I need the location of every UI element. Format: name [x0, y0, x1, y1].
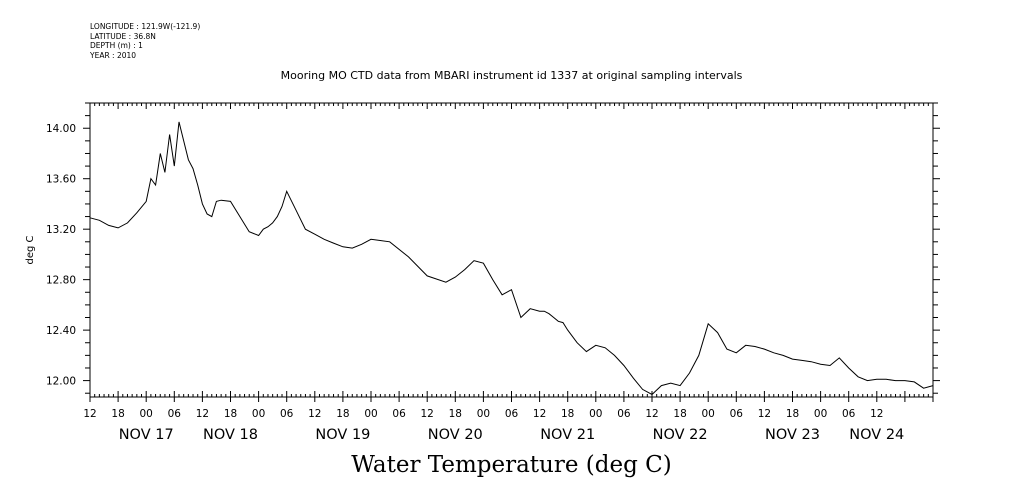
x-tick-label: 00	[702, 408, 715, 420]
x-tick-label: 00	[252, 408, 265, 420]
bottom-title: Water Temperature (deg C)	[351, 452, 672, 478]
x-tick-label: 18	[449, 408, 462, 420]
y-tick-label: 13.60	[46, 174, 76, 186]
chart-title: Mooring MO CTD data from MBARI instrumen…	[280, 69, 743, 82]
day-label: NOV 23	[765, 427, 820, 443]
x-tick-label: 00	[364, 408, 377, 420]
x-tick-label: 12	[870, 408, 883, 420]
x-tick-label: 12	[308, 408, 321, 420]
series-line-water-temperature	[89, 121, 934, 396]
x-tick-label: 06	[842, 408, 856, 420]
x-tick-label: 12	[758, 408, 771, 420]
day-label: NOV 19	[315, 427, 370, 443]
x-tick-label: 06	[617, 408, 631, 420]
day-labels: NOV 17 NOV 18 NOV 19 NOV 20 NOV 21 NOV 22 NOV …	[119, 427, 905, 443]
axis-ticks	[83, 102, 940, 402]
x-tick-labels: 12 18 00 06 12 18 00 06 12 18 00 06 12 18 00 06 12 18 00 06…	[83, 408, 883, 420]
y-tick-label: 12.00	[46, 376, 76, 388]
day-label: NOV 24	[849, 427, 904, 443]
x-tick-label: 06	[730, 408, 744, 420]
y-axis-label: deg C	[25, 235, 36, 264]
x-tick-label: 12	[533, 408, 546, 420]
x-tick-label: 00	[814, 408, 827, 420]
day-label: NOV 18	[203, 427, 258, 443]
x-tick-label: 00	[589, 408, 602, 420]
x-tick-label: 18	[673, 408, 686, 420]
x-tick-label: 00	[140, 408, 153, 420]
y-tick-label: 13.20	[46, 224, 76, 236]
x-tick-label: 12	[645, 408, 658, 420]
year-text: YEAR : 2010	[90, 50, 137, 60]
y-tick-label: 12.40	[46, 325, 76, 337]
x-tick-label: 18	[336, 408, 349, 420]
day-label: NOV 20	[428, 427, 483, 443]
depth-text: DEPTH (m) : 1	[90, 41, 143, 50]
metadata-block: LONGITUDE : 121.9W(-121.9) LATITUDE : 36…	[90, 22, 200, 60]
x-tick-label: 12	[196, 408, 209, 420]
x-tick-label: 06	[280, 408, 294, 420]
x-tick-label: 12	[83, 408, 96, 420]
day-label: NOV 17	[119, 427, 174, 443]
x-tick-label: 06	[168, 408, 182, 420]
x-tick-label: 00	[477, 408, 490, 420]
y-tick-label: 14.00	[46, 123, 76, 135]
x-tick-label: 06	[505, 408, 519, 420]
x-tick-label: 18	[224, 408, 237, 420]
x-tick-label: 12	[421, 408, 434, 420]
plot-frame	[89, 102, 934, 398]
y-tick-label: 12.80	[46, 275, 76, 287]
day-label: NOV 22	[653, 427, 708, 443]
x-tick-label: 18	[786, 408, 799, 420]
day-label: NOV 21	[540, 427, 595, 443]
x-tick-label: 18	[561, 408, 574, 420]
y-tick-labels: 12.00 12.40 12.80 13.20 13.60 14.00	[46, 123, 76, 387]
longitude-text: LONGITUDE : 121.9W(-121.9)	[90, 22, 201, 31]
x-tick-label: 06	[392, 408, 406, 420]
x-tick-label: 18	[111, 408, 124, 420]
latitude-text: LATITUDE : 36.8N	[90, 31, 156, 41]
